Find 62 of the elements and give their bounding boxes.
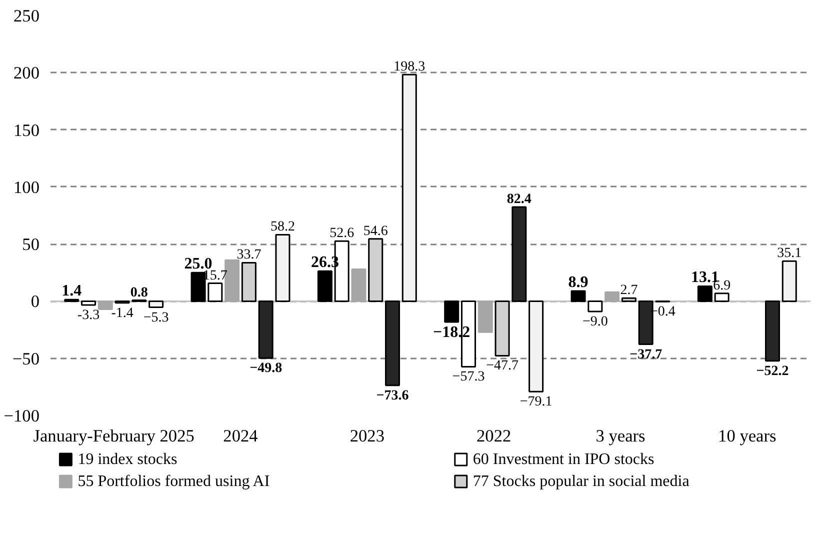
bar [402, 74, 417, 302]
data-label: 198.3 [394, 60, 426, 75]
bar [570, 290, 586, 302]
bar [275, 234, 290, 302]
y-tick-label: −100 [4, 406, 40, 426]
bar [604, 291, 620, 302]
bar [98, 300, 113, 310]
data-label: 1.4 [62, 282, 82, 300]
data-label: -1.4 [111, 306, 134, 321]
bar [697, 285, 712, 302]
data-label: 82.4 [506, 192, 532, 208]
legend-label: 19 index stocks [78, 451, 178, 468]
data-label: −52.2 [756, 364, 789, 379]
y-tick-label: 0 [30, 292, 40, 312]
data-label: −57.3 [452, 370, 485, 385]
bar [478, 300, 493, 333]
x-tick-label: January-February 2025 [33, 426, 194, 446]
x-tick-label: 2022 [476, 426, 512, 446]
data-label: −73.6 [376, 388, 409, 404]
bar [588, 300, 603, 312]
data-label: 33.7 [236, 248, 262, 263]
data-label: 52.6 [330, 226, 354, 242]
bar [241, 262, 256, 302]
legend-label: 60 Investment in IPO stocks [472, 451, 654, 468]
data-label: −9.0 [582, 314, 608, 330]
data-label: 8.9 [568, 274, 588, 292]
y-tick-label: 250 [14, 6, 40, 26]
y-tick-label: 50 [22, 235, 40, 254]
data-label: 58.2 [270, 220, 295, 235]
bar [368, 238, 384, 302]
data-label: -3.3 [77, 308, 100, 323]
data-label: 54.6 [363, 224, 388, 239]
data-label: −79.1 [520, 394, 552, 410]
bar [764, 300, 780, 362]
bar [528, 300, 544, 392]
data-label: −49.8 [250, 361, 282, 376]
bar [317, 270, 332, 302]
data-label: 0.8 [130, 285, 148, 300]
bar [621, 297, 636, 302]
bar [384, 300, 400, 386]
legend-label: 77 Stocks popular in social media [472, 473, 690, 490]
bar [444, 300, 460, 323]
bar [351, 268, 366, 302]
data-label: −5.3 [143, 310, 169, 326]
y-tick-label: 200 [14, 64, 40, 83]
bar [714, 292, 730, 302]
y-tick-label: 100 [14, 178, 40, 197]
x-tick-label: 2023 [350, 426, 384, 446]
bar [80, 300, 96, 306]
data-label: −37.7 [630, 347, 662, 362]
x-tick-label: 2024 [223, 426, 258, 446]
data-label: 35.1 [777, 246, 802, 262]
y-tick-label: 150 [14, 120, 40, 140]
bar [148, 300, 164, 308]
y-tick-label: −50 [12, 349, 40, 368]
bar [258, 300, 274, 359]
data-label: 2.7 [620, 283, 638, 298]
bar [782, 260, 797, 302]
x-tick-label: 10 years [718, 426, 777, 446]
legend-label: 55 Portfolios formed using AI [78, 473, 270, 490]
x-tick-label: 3 years [596, 426, 646, 446]
data-label: −47.7 [486, 358, 518, 374]
